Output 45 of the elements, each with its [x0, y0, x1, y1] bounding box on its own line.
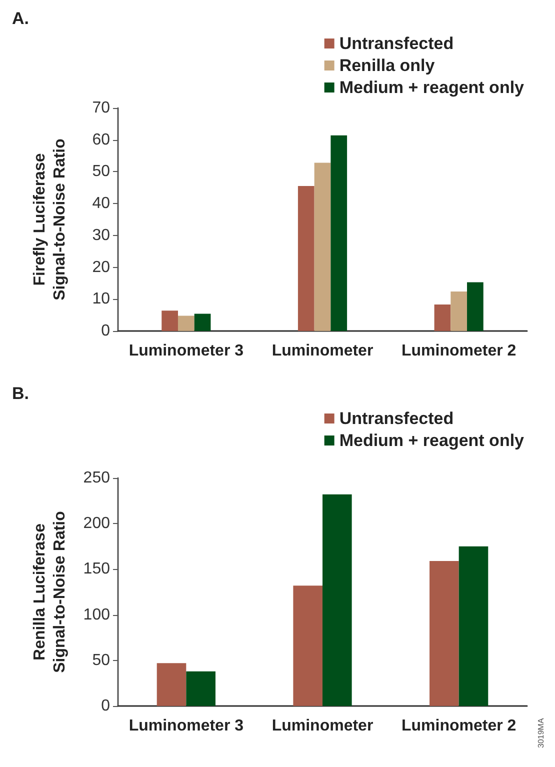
y-tick-label: 150 [83, 560, 110, 578]
legend-label: Renilla only [339, 56, 436, 75]
x-tick-label: Luminometer 2 [401, 718, 516, 734]
x-tick-label: Luminometer 3 [128, 718, 244, 734]
y-tick-label: 0 [101, 322, 110, 340]
bar [430, 560, 459, 706]
bar [458, 546, 488, 706]
x-tick-label: Luminometer 3 [128, 342, 244, 360]
bar [450, 291, 468, 331]
bar [156, 663, 186, 706]
bar [322, 494, 352, 706]
y-axis-title: Firefly Luciferase Signal-to-Noise Ratio [32, 138, 68, 300]
y-tick-label: 30 [92, 226, 110, 244]
bar [194, 314, 211, 331]
x-tick-label: Luminometer [272, 718, 374, 734]
y-tick-label: 0 [101, 698, 110, 714]
y-tick-label: 70 [92, 100, 110, 116]
legend-label: Untransfected [339, 409, 454, 428]
legend-label: Untransfected [339, 34, 454, 53]
bar [298, 186, 314, 331]
bar [467, 282, 484, 331]
y-tick-label: 100 [83, 606, 110, 624]
y-tick-label: 250 [83, 470, 110, 486]
bar [293, 586, 322, 706]
text: 3019MA [536, 718, 546, 748]
x-tick-label: Luminometer [272, 342, 374, 360]
bar [330, 135, 348, 331]
bar [178, 316, 194, 331]
y-tick-label: 200 [83, 515, 110, 532]
y-tick-label: 40 [92, 195, 110, 212]
legend-label: Medium + reagent only [339, 78, 525, 97]
legend-label: Medium + reagent only [339, 431, 525, 450]
chart-title: A. [12, 9, 29, 28]
y-tick-label: 60 [92, 131, 110, 148]
chart-title: B. [12, 384, 29, 403]
y-axis-title: Renilla Luciferase Signal-to-Noise Ratio [32, 510, 68, 673]
x-tick-label: Luminometer 2 [401, 342, 516, 360]
bar [162, 310, 178, 331]
y-tick-label: 10 [92, 290, 110, 308]
bar [434, 304, 451, 331]
y-tick-label: 50 [92, 652, 110, 669]
y-tick-label: 50 [92, 163, 110, 180]
y-tick-label: 20 [92, 258, 110, 276]
bar [314, 162, 331, 331]
bar [186, 671, 216, 706]
